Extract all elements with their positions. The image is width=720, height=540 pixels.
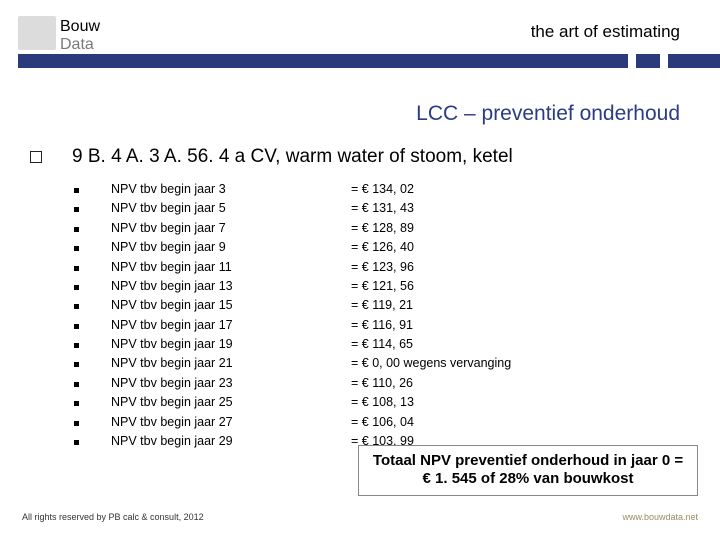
square-bullet-icon [74,343,79,348]
section-heading: 9 B. 4 A. 3 A. 56. 4 a CV, warm water of… [72,146,513,168]
npv-value: = € 106, 04 [351,413,720,432]
logo: Bouw Data [18,12,60,52]
npv-label: NPV tbv begin jaar 15 [111,296,351,315]
square-bullet-icon [74,324,79,329]
npv-label: NPV tbv begin jaar 29 [111,432,351,451]
npv-rows: NPV tbv begin jaar 3= € 134, 02NPV tbv b… [30,180,720,451]
square-bullet-icon [74,188,79,193]
header-bar-gap [628,54,636,68]
npv-value: = € 110, 26 [351,374,720,393]
npv-label: NPV tbv begin jaar 17 [111,316,351,335]
header-blue-bar [18,54,720,68]
npv-value: = € 134, 02 [351,180,720,199]
hollow-square-bullet [30,146,48,168]
npv-row: NPV tbv begin jaar 25= € 108, 13 [74,393,720,412]
npv-label: NPV tbv begin jaar 21 [111,354,351,373]
section-heading-row: 9 B. 4 A. 3 A. 56. 4 a CV, warm water of… [30,146,720,168]
square-bullet-icon [74,401,79,406]
npv-row: NPV tbv begin jaar 9= € 126, 40 [74,238,720,257]
npv-row: NPV tbv begin jaar 11= € 123, 96 [74,258,720,277]
tagline: the art of estimating [531,22,680,42]
npv-label: NPV tbv begin jaar 25 [111,393,351,412]
npv-value: = € 116, 91 [351,316,720,335]
npv-value: = € 108, 13 [351,393,720,412]
npv-row: NPV tbv begin jaar 23= € 110, 26 [74,374,720,393]
npv-value: = € 123, 96 [351,258,720,277]
header-bar-gap [660,54,668,68]
footer-url: www.bouwdata.net [622,512,698,522]
npv-row: NPV tbv begin jaar 13= € 121, 56 [74,277,720,296]
square-bullet-icon [74,362,79,367]
square-bullet-icon [74,246,79,251]
npv-value: = € 131, 43 [351,199,720,218]
npv-row: NPV tbv begin jaar 3= € 134, 02 [74,180,720,199]
npv-row: NPV tbv begin jaar 17= € 116, 91 [74,316,720,335]
npv-label: NPV tbv begin jaar 13 [111,277,351,296]
npv-value: = € 0, 00 wegens vervanging [351,354,720,373]
total-box: Totaal NPV preventief onderhoud in jaar … [358,445,698,497]
npv-row: NPV tbv begin jaar 21= € 0, 00 wegens ve… [74,354,720,373]
npv-label: NPV tbv begin jaar 9 [111,238,351,257]
npv-label: NPV tbv begin jaar 5 [111,199,351,218]
logo-text: Bouw Data [60,18,100,54]
npv-value: = € 121, 56 [351,277,720,296]
npv-value: = € 114, 65 [351,335,720,354]
npv-label: NPV tbv begin jaar 19 [111,335,351,354]
npv-label: NPV tbv begin jaar 7 [111,219,351,238]
npv-value: = € 119, 21 [351,296,720,315]
npv-row: NPV tbv begin jaar 19= € 114, 65 [74,335,720,354]
logo-mark [18,12,60,52]
square-bullet-icon [74,207,79,212]
npv-value: = € 128, 89 [351,219,720,238]
square-bullet-icon [74,285,79,290]
footer-copyright: All rights reserved by PB calc & consult… [22,512,204,522]
npv-value: = € 126, 40 [351,238,720,257]
slide-title: LCC – preventief onderhoud [0,102,720,126]
npv-label: NPV tbv begin jaar 11 [111,258,351,277]
logo-gray-block [18,16,56,50]
npv-row: NPV tbv begin jaar 5= € 131, 43 [74,199,720,218]
npv-row: NPV tbv begin jaar 27= € 106, 04 [74,413,720,432]
npv-label: NPV tbv begin jaar 3 [111,180,351,199]
square-bullet-icon [74,421,79,426]
npv-label: NPV tbv begin jaar 27 [111,413,351,432]
square-bullet-icon [74,227,79,232]
square-bullet-icon [74,266,79,271]
square-bullet-icon [74,440,79,445]
npv-row: NPV tbv begin jaar 15= € 119, 21 [74,296,720,315]
logo-line2: Data [60,36,100,54]
square-bullet-icon [74,382,79,387]
header: Bouw Data the art of estimating [0,0,720,72]
logo-line1: Bouw [60,18,100,36]
content-section: 9 B. 4 A. 3 A. 56. 4 a CV, warm water of… [0,146,720,451]
npv-row: NPV tbv begin jaar 7= € 128, 89 [74,219,720,238]
npv-label: NPV tbv begin jaar 23 [111,374,351,393]
square-bullet-icon [74,304,79,309]
